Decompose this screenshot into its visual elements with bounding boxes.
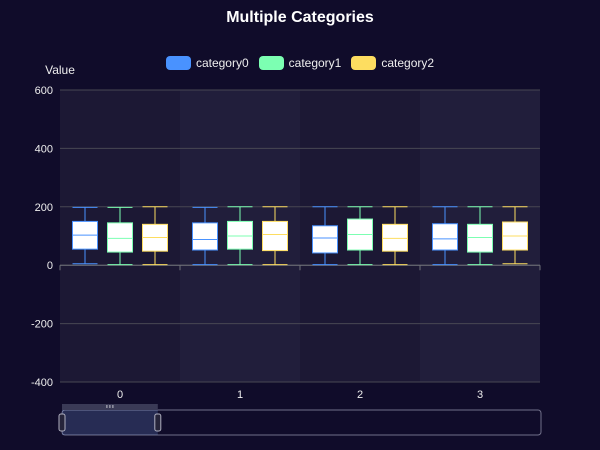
x-tick-label: 2	[357, 389, 363, 401]
box-category1[interactable]	[107, 222, 133, 253]
y-tick-label: 400	[35, 143, 53, 155]
box-category0[interactable]	[432, 223, 458, 251]
legend-label-category1: category1	[288, 56, 342, 70]
box-category0[interactable]	[192, 222, 218, 251]
legend-item-category2[interactable]: category2	[351, 56, 434, 70]
box-category0[interactable]	[312, 225, 338, 254]
x-tick-label: 1	[237, 389, 243, 401]
x-tick-label: 0	[117, 389, 123, 401]
legend-swatch-category0	[165, 56, 191, 70]
legend-swatch-category1	[258, 56, 284, 70]
datazoom-selected-range[interactable]	[62, 410, 158, 435]
box-category2[interactable]	[382, 223, 408, 252]
y-tick-label: 200	[35, 202, 53, 214]
box-category1[interactable]	[467, 223, 493, 253]
legend-swatch-category2	[351, 56, 377, 70]
legend: category0 category1 category2	[0, 56, 600, 70]
legend-label-category2: category2	[381, 56, 435, 70]
y-tick-label: -400	[31, 377, 53, 389]
datazoom-start-handle[interactable]	[58, 413, 66, 432]
y-tick-label: 600	[35, 85, 53, 97]
y-tick-label: -200	[31, 319, 53, 331]
y-axis-name: Value	[45, 63, 75, 77]
box-category1[interactable]	[227, 220, 253, 250]
legend-item-category1[interactable]: category1	[258, 56, 342, 70]
box-category2[interactable]	[262, 220, 288, 252]
y-tick-label: 0	[47, 260, 53, 272]
legend-label-category0: category0	[195, 56, 249, 70]
x-tick-label: 3	[477, 389, 483, 401]
chart-title: Multiple Categories	[226, 9, 374, 26]
datazoom-end-handle[interactable]	[154, 413, 162, 432]
legend-item-category0[interactable]: category0	[165, 56, 249, 70]
